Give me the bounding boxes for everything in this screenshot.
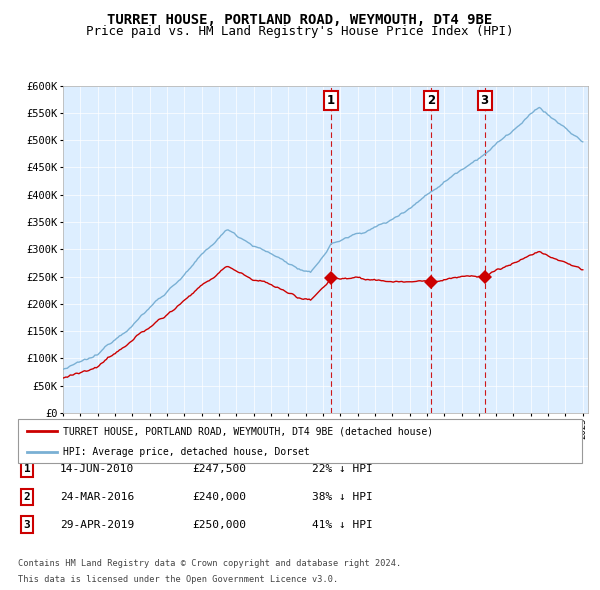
Text: 38% ↓ HPI: 38% ↓ HPI [312, 492, 373, 502]
Text: TURRET HOUSE, PORTLAND ROAD, WEYMOUTH, DT4 9BE (detached house): TURRET HOUSE, PORTLAND ROAD, WEYMOUTH, D… [63, 427, 433, 436]
Text: 29-APR-2019: 29-APR-2019 [60, 520, 134, 529]
Text: £240,000: £240,000 [192, 492, 246, 502]
Text: 3: 3 [481, 94, 488, 107]
Text: 1: 1 [327, 94, 335, 107]
Text: TURRET HOUSE, PORTLAND ROAD, WEYMOUTH, DT4 9BE: TURRET HOUSE, PORTLAND ROAD, WEYMOUTH, D… [107, 13, 493, 27]
Text: HPI: Average price, detached house, Dorset: HPI: Average price, detached house, Dors… [63, 447, 310, 457]
Text: 1: 1 [23, 464, 31, 474]
Text: 22% ↓ HPI: 22% ↓ HPI [312, 464, 373, 474]
Text: 41% ↓ HPI: 41% ↓ HPI [312, 520, 373, 529]
Text: 2: 2 [427, 94, 435, 107]
Text: Contains HM Land Registry data © Crown copyright and database right 2024.: Contains HM Land Registry data © Crown c… [18, 559, 401, 568]
Text: £250,000: £250,000 [192, 520, 246, 529]
Text: £247,500: £247,500 [192, 464, 246, 474]
Text: 14-JUN-2010: 14-JUN-2010 [60, 464, 134, 474]
Text: 24-MAR-2016: 24-MAR-2016 [60, 492, 134, 502]
Text: 3: 3 [23, 520, 31, 529]
Text: Price paid vs. HM Land Registry's House Price Index (HPI): Price paid vs. HM Land Registry's House … [86, 25, 514, 38]
Text: This data is licensed under the Open Government Licence v3.0.: This data is licensed under the Open Gov… [18, 575, 338, 584]
Text: 2: 2 [23, 492, 31, 502]
